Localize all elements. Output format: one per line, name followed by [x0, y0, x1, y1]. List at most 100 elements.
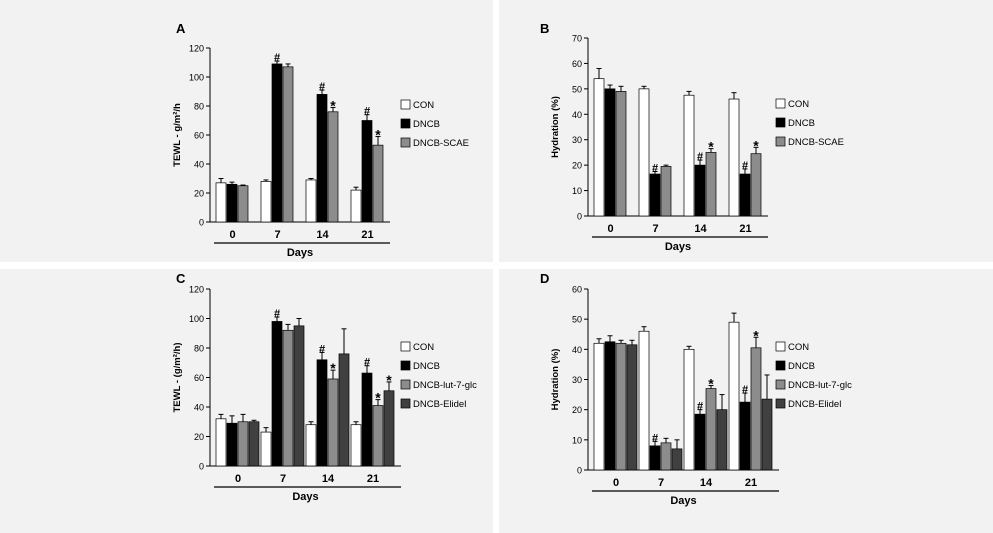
legend-entry: DNCB-SCAE	[413, 138, 469, 149]
significance-mark: *	[375, 390, 381, 406]
legend-swatch	[775, 341, 786, 352]
bar	[660, 442, 672, 471]
legend-entry: CON	[413, 100, 434, 111]
bar	[350, 189, 362, 223]
significance-mark: *	[753, 327, 759, 343]
legend-entry: CON	[413, 342, 434, 353]
x-axis-label: Days	[670, 495, 696, 507]
bar	[660, 166, 672, 217]
y-tick-label: 120	[189, 285, 204, 295]
x-tick-label: 0	[613, 477, 619, 489]
bar	[248, 421, 260, 467]
bar	[237, 421, 249, 467]
bar	[305, 179, 317, 223]
bar	[327, 378, 339, 467]
x-tick-label: 7	[658, 477, 664, 489]
y-tick-label: 60	[194, 373, 204, 383]
bar	[226, 422, 238, 467]
y-tick-label: 40	[572, 345, 582, 355]
panel-letter: D	[540, 271, 549, 286]
bar	[728, 321, 740, 471]
y-tick-label: 70	[572, 34, 582, 44]
bar	[350, 424, 362, 467]
y-tick-label: 60	[572, 285, 582, 295]
bar	[282, 66, 294, 223]
legend-swatch	[775, 98, 786, 109]
legend-entry: DNCB	[413, 361, 440, 372]
significance-mark: *	[375, 126, 381, 142]
bar	[383, 390, 395, 467]
panel-b: B 0 10 20 30 40 50 60 70 Hydration (%) 0 #7 # * 14 # * 21…	[540, 21, 844, 253]
bar	[683, 94, 695, 217]
x-tick-label: 0	[235, 473, 241, 485]
y-tick-label: 120	[189, 44, 204, 54]
y-tick-label: 0	[577, 466, 582, 476]
legend-swatch	[400, 341, 411, 352]
y-tick-label: 100	[189, 73, 204, 83]
bar	[761, 398, 773, 471]
legend-swatch	[400, 118, 411, 129]
bar	[739, 173, 751, 217]
legend-entry: DNCB-Elidel	[413, 399, 466, 410]
bar	[615, 342, 627, 471]
bar	[593, 342, 605, 471]
bar	[728, 98, 740, 217]
bar	[626, 344, 638, 471]
bar	[671, 448, 683, 471]
bar	[638, 330, 650, 471]
y-axis-label: Hydration (%)	[550, 349, 561, 411]
bar	[237, 185, 249, 223]
legend-swatch	[400, 360, 411, 371]
legend-entry: DNCB-Elidel	[788, 399, 841, 410]
bar	[372, 144, 384, 223]
bar	[372, 405, 384, 467]
x-axis-label: Days	[665, 241, 691, 253]
bar	[649, 445, 661, 471]
y-tick-label: 30	[572, 135, 582, 145]
legend-entry: DNCB	[788, 361, 815, 372]
legend-entry: DNCB-lut-7-glc	[413, 380, 477, 391]
bar	[338, 353, 350, 467]
significance-mark: *	[708, 139, 714, 155]
y-tick-label: 0	[199, 462, 204, 472]
significance-mark: #	[364, 106, 370, 118]
legend-swatch	[400, 398, 411, 409]
significance-mark: #	[697, 151, 703, 163]
x-tick-label: 21	[367, 473, 379, 485]
y-tick-label: 80	[194, 344, 204, 354]
bar	[694, 164, 706, 217]
bar	[604, 341, 616, 471]
legend-swatch	[775, 136, 786, 147]
panel-c: C 0 20 40 60 80 100 120 TEWL - (g/m²/h) 0 #7 # * 14 # *…	[172, 271, 477, 503]
significance-mark: *	[330, 97, 336, 113]
bar	[750, 153, 762, 217]
significance-mark: *	[386, 372, 392, 388]
bar	[271, 321, 283, 467]
bar	[226, 183, 238, 223]
panel-divider-vertical	[493, 0, 499, 533]
y-tick-label: 80	[194, 102, 204, 112]
legend-swatch	[775, 379, 786, 390]
x-tick-label: 0	[229, 229, 235, 241]
y-tick-label: 20	[572, 161, 582, 171]
y-tick-label: 40	[572, 110, 582, 120]
legend-swatch	[400, 99, 411, 110]
bar	[683, 348, 695, 471]
bar	[604, 88, 616, 217]
x-tick-label: 7	[652, 223, 658, 235]
y-tick-label: 20	[572, 405, 582, 415]
bar	[271, 63, 283, 223]
bar	[694, 413, 706, 471]
bar	[739, 401, 751, 471]
y-tick-label: 10	[572, 435, 582, 445]
x-tick-label: 14	[694, 223, 707, 235]
panel-letter: C	[176, 271, 186, 286]
legend-swatch	[775, 398, 786, 409]
significance-mark: *	[753, 137, 759, 153]
x-tick-label: 14	[700, 477, 713, 489]
significance-mark: #	[652, 163, 658, 175]
significance-mark: #	[697, 401, 703, 413]
bar	[361, 372, 373, 467]
y-tick-label: 50	[572, 315, 582, 325]
